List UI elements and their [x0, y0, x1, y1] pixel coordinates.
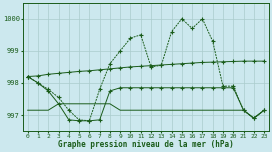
X-axis label: Graphe pression niveau de la mer (hPa): Graphe pression niveau de la mer (hPa) — [58, 140, 234, 149]
